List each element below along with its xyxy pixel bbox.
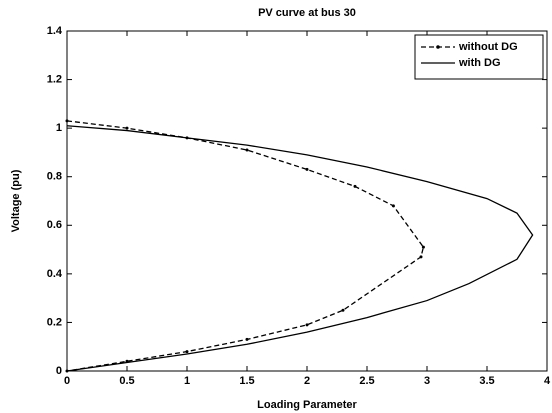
x-tick-label: 1 [184,375,190,387]
plot-frame [66,30,548,372]
x-axis-label: Loading Parameter [257,399,357,411]
point [65,119,69,123]
point [341,308,345,312]
point [245,337,249,341]
y-tick-label: 1.4 [47,25,63,37]
y-tick-label: 0.4 [47,268,63,280]
y-tick-label: 0 [56,365,62,377]
legend-label: without DG [458,41,518,53]
x-tick-label: 3 [424,375,430,387]
point [305,167,309,171]
y-tick-label: 1.2 [47,73,62,85]
legend-box [414,34,544,80]
x-tick-label: 0.5 [119,375,134,387]
x-tick-label: 0 [64,375,70,387]
line-series [66,120,425,372]
y-tick-label: 1 [56,122,62,134]
point [305,323,309,327]
y-tick-label: 0.8 [47,171,62,183]
point [391,204,395,208]
x-tick-label: 2 [304,375,310,387]
y-tick-label: 0.6 [47,219,62,231]
chart-title: PV curve at bus 30 [258,7,356,19]
point [419,255,423,259]
point [185,350,189,354]
point [125,126,129,130]
x-tick-label: 1.5 [239,375,254,387]
line-series [66,125,534,372]
point [421,245,425,249]
x-tick-label: 3.5 [479,375,494,387]
x-tick-label: 2.5 [359,375,374,387]
y-axis-label: Voltage (pu) [10,169,22,232]
legend-marker [436,45,440,49]
legend-label: with DG [458,57,501,69]
y-tick-label: 0.2 [47,316,62,328]
point [245,148,249,152]
x-tick-label: 4 [544,375,551,387]
point [353,184,357,188]
